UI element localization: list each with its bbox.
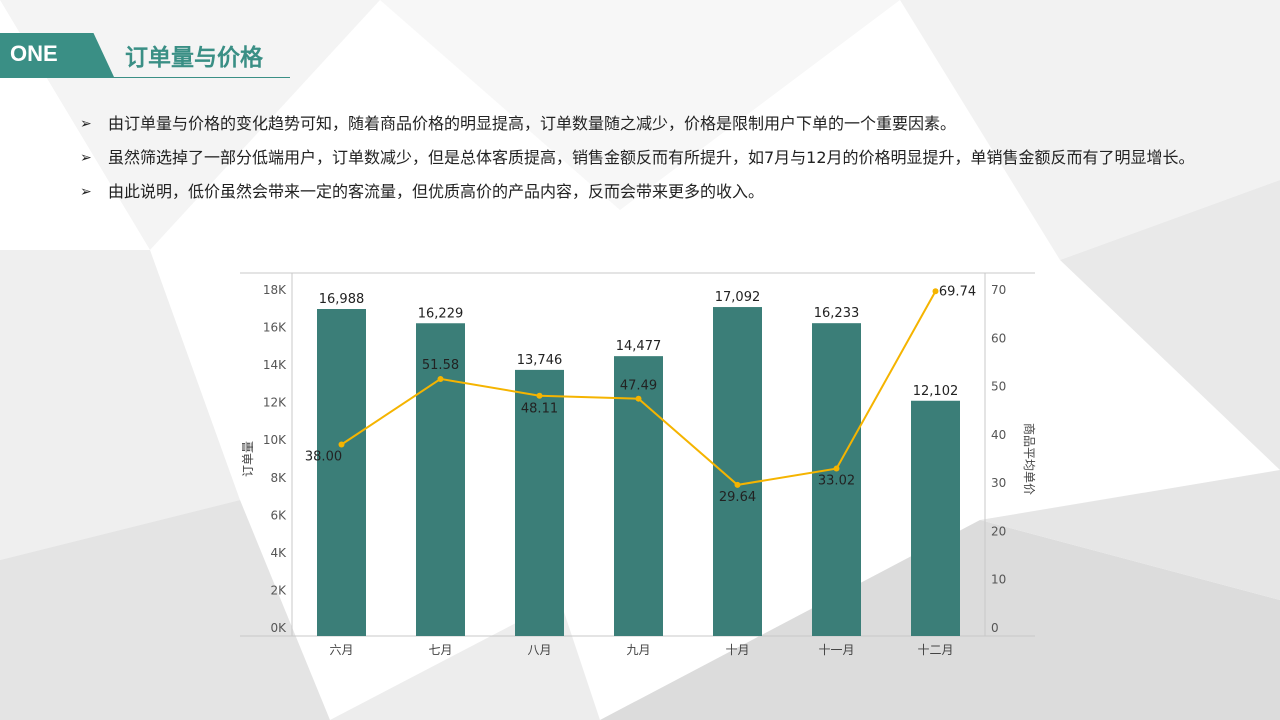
price-value-label: 29.64 <box>719 490 756 505</box>
arrow-bullet-icon: ➢ <box>80 116 92 132</box>
arrow-bullet-icon: ➢ <box>80 184 92 200</box>
y2-tick-label: 70 <box>991 283 1006 297</box>
price-point <box>635 395 642 402</box>
y2-tick-label: 20 <box>991 524 1006 538</box>
bullet-text: 虽然筛选掉了一部分低端用户，订单数减少，但是总体客质提高，销售金额反而有所提升，… <box>108 148 1195 167</box>
bar-value-label: 16,988 <box>319 292 365 307</box>
bullet-text: 由订单量与价格的变化趋势可知，随着商品价格的明显提高，订单数量随之减少，价格是限… <box>108 114 957 133</box>
page-title: 订单量与价格 <box>125 45 263 71</box>
bar <box>416 323 465 636</box>
section-tag: ONE <box>0 33 114 77</box>
bar-value-label: 16,229 <box>418 306 464 321</box>
x-tick-label: 七月 <box>428 643 452 657</box>
bullet-item: ➢ 由此说明，低价虽然会带来一定的客流量，但优质高价的产品内容，反而会带来更多的… <box>80 179 1220 205</box>
section-tag-label: ONE <box>10 41 58 66</box>
price-point <box>437 375 444 382</box>
y2-tick-label: 0 <box>991 621 999 635</box>
bar <box>713 307 762 636</box>
bar <box>911 400 960 636</box>
price-point <box>734 481 741 488</box>
price-value-label: 38.00 <box>305 450 342 465</box>
price-point <box>536 392 543 399</box>
bar <box>515 369 564 636</box>
y-tick-label: 2K <box>270 583 287 597</box>
y-axis-title: 订单量 <box>241 441 255 477</box>
price-value-label: 47.49 <box>620 379 657 394</box>
y2-tick-label: 30 <box>991 476 1006 490</box>
bullet-item: ➢ 虽然筛选掉了一部分低端用户，订单数减少，但是总体客质提高，销售金额反而有所提… <box>80 145 1220 171</box>
bar <box>614 356 663 636</box>
price-point <box>932 288 939 295</box>
x-tick-label: 九月 <box>626 643 650 657</box>
y2-tick-label: 10 <box>991 573 1006 587</box>
bar-value-label: 13,746 <box>517 353 563 368</box>
y-tick-label: 4K <box>270 546 287 560</box>
orders-price-chart: 0K 2K 4K 6K 8K 10K 12K 14K 16K 18K 0 10 20 30 40 50 60 70… <box>240 272 1037 657</box>
price-value-label: 51.58 <box>422 358 459 373</box>
y-tick-label: 16K <box>263 321 287 335</box>
x-tick-label: 六月 <box>329 643 353 657</box>
y-tick-label: 18K <box>263 283 287 297</box>
bar <box>812 323 861 636</box>
bar-value-label: 16,233 <box>814 306 860 321</box>
bullet-item: ➢ 由订单量与价格的变化趋势可知，随着商品价格的明显提高，订单数量随之减少，价格… <box>80 111 1220 137</box>
bar-value-label: 12,102 <box>913 384 959 399</box>
y-tick-label: 8K <box>270 471 287 485</box>
title-underline <box>0 77 290 78</box>
bullet-list: ➢ 由订单量与价格的变化趋势可知，随着商品价格的明显提高，订单数量随之减少，价格… <box>80 111 1220 213</box>
x-tick-label: 十一月 <box>818 643 854 657</box>
y-tick-label: 6K <box>270 508 287 522</box>
y-tick-label: 10K <box>263 433 287 447</box>
price-value-label: 48.11 <box>521 402 558 417</box>
x-tick-label: 十二月 <box>917 643 953 657</box>
y2-tick-label: 50 <box>991 380 1006 394</box>
y2-tick-label: 40 <box>991 428 1006 442</box>
bullet-text: 由此说明，低价虽然会带来一定的客流量，但优质高价的产品内容，反而会带来更多的收入… <box>108 182 765 201</box>
bar-value-label: 17,092 <box>715 290 761 305</box>
x-tick-label: 十月 <box>725 643 749 657</box>
x-tick-label: 八月 <box>527 643 551 657</box>
y-tick-label: 14K <box>263 358 287 372</box>
price-value-label: 33.02 <box>818 474 855 489</box>
bar <box>317 309 366 636</box>
y2-axis-title: 商品平均单价 <box>1022 423 1037 495</box>
price-point <box>338 441 345 448</box>
price-point <box>833 465 840 472</box>
y-tick-label: 0K <box>270 621 287 635</box>
y2-tick-label: 60 <box>991 331 1006 345</box>
bar-value-label: 14,477 <box>616 339 662 354</box>
y-tick-label: 12K <box>263 396 287 410</box>
price-value-label: 69.74 <box>939 284 976 299</box>
arrow-bullet-icon: ➢ <box>80 150 92 166</box>
